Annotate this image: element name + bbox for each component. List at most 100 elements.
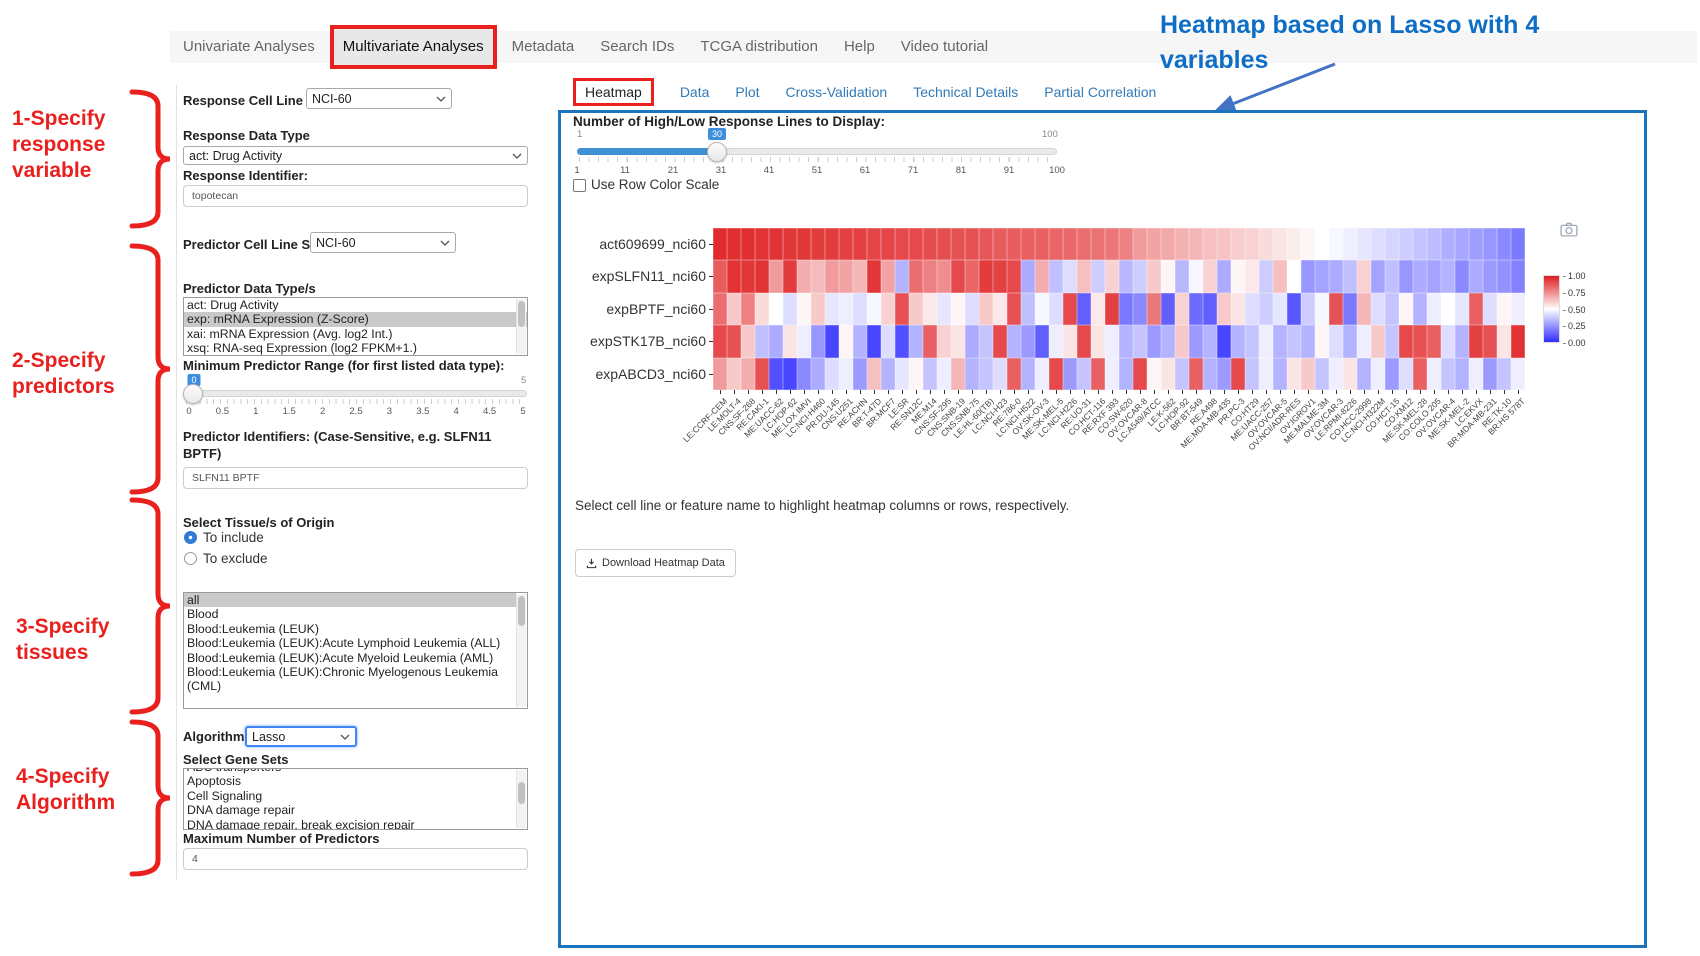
- min-predictor-range-slider-handle[interactable]: [183, 384, 203, 404]
- heatmap-cell[interactable]: [1203, 325, 1217, 358]
- heatmap-cell[interactable]: [1119, 260, 1133, 293]
- heatmap-cell[interactable]: [1203, 228, 1217, 261]
- heatmap-cell[interactable]: [993, 228, 1007, 261]
- heatmap-cell[interactable]: [1469, 325, 1483, 358]
- heatmap-cell[interactable]: [797, 292, 811, 326]
- heatmap-cell[interactable]: [993, 292, 1007, 326]
- heatmap-cell[interactable]: [1413, 260, 1427, 293]
- heatmap-cell[interactable]: [1007, 260, 1021, 293]
- heatmap-cell[interactable]: [797, 228, 811, 261]
- heatmap-cell[interactable]: [811, 292, 825, 326]
- heatmap-cell[interactable]: [1329, 292, 1343, 326]
- heatmap-cell[interactable]: [1343, 260, 1357, 293]
- heatmap-cell[interactable]: [1259, 357, 1273, 390]
- heatmap-cell[interactable]: [909, 292, 923, 326]
- heatmap-cell[interactable]: [1231, 292, 1245, 326]
- scrollbar-thumb[interactable]: [518, 301, 525, 327]
- heatmap-cell[interactable]: [853, 260, 867, 293]
- heatmap-cell[interactable]: [1217, 292, 1231, 326]
- heatmap-cell[interactable]: [1427, 260, 1441, 293]
- heatmap-cell[interactable]: [727, 357, 741, 390]
- heatmap-cell[interactable]: [1077, 325, 1091, 358]
- heatmap-cell[interactable]: [825, 325, 839, 358]
- heatmap-cell[interactable]: [1105, 357, 1119, 390]
- heatmap-cell[interactable]: [1035, 292, 1049, 326]
- heatmap-cell[interactable]: [1357, 260, 1371, 293]
- heatmap-cell[interactable]: [1007, 325, 1021, 358]
- heatmap-cell[interactable]: [1203, 260, 1217, 293]
- heatmap-cell[interactable]: [1259, 292, 1273, 326]
- heatmap-cell[interactable]: [1063, 292, 1077, 326]
- tissue-include-label[interactable]: To include: [203, 530, 264, 545]
- heatmap-cell[interactable]: [1217, 357, 1231, 390]
- scrollbar[interactable]: [516, 299, 526, 354]
- heatmap-cell[interactable]: [1231, 260, 1245, 293]
- heatmap-cell[interactable]: [923, 260, 937, 293]
- heatmap-cell[interactable]: [713, 325, 727, 358]
- heatmap-cell[interactable]: [1007, 228, 1021, 261]
- min-predictor-range-slider-track[interactable]: [183, 390, 527, 397]
- heatmap-cell[interactable]: [1441, 325, 1455, 358]
- heatmap-row-label[interactable]: expSTK17B_nci60: [540, 325, 714, 357]
- heatmap-cell[interactable]: [1273, 228, 1287, 261]
- heatmap-cell[interactable]: [1483, 292, 1497, 326]
- download-heatmap-data-button[interactable]: Download Heatmap Data: [575, 549, 736, 577]
- heatmap-cell[interactable]: [1189, 292, 1203, 326]
- tab-heatmap[interactable]: Heatmap: [573, 78, 654, 106]
- heatmap-cell[interactable]: [783, 228, 797, 261]
- heatmap-cell[interactable]: [1301, 292, 1315, 326]
- heatmap-cell[interactable]: [1399, 228, 1413, 261]
- predictor-cell-line-set-select[interactable]: NCI-60: [310, 232, 456, 253]
- heatmap-cell[interactable]: [1133, 325, 1147, 358]
- heatmap-cell[interactable]: [881, 292, 895, 326]
- heatmap-cell[interactable]: [1161, 325, 1175, 358]
- heatmap-cell[interactable]: [1049, 228, 1063, 261]
- heatmap-cell[interactable]: [1427, 325, 1441, 358]
- heatmap-cell[interactable]: [1413, 228, 1427, 261]
- heatmap-cell[interactable]: [993, 260, 1007, 293]
- heatmap-cell[interactable]: [853, 357, 867, 390]
- heatmap-cell[interactable]: [1441, 357, 1455, 390]
- heatmap-cell[interactable]: [993, 325, 1007, 358]
- heatmap-cell[interactable]: [937, 357, 951, 390]
- tissue-exclude-label[interactable]: To exclude: [203, 551, 268, 566]
- heatmap-cell[interactable]: [1049, 292, 1063, 326]
- heatmap-cell[interactable]: [1497, 260, 1511, 293]
- nav-multivariate-analyses[interactable]: Multivariate Analyses: [329, 25, 497, 69]
- heatmap-cell[interactable]: [1119, 325, 1133, 358]
- list-option[interactable]: Blood:Leukemia (LEUK):Chronic Myelogenou…: [187, 665, 499, 694]
- heatmap-cell[interactable]: [1357, 228, 1371, 261]
- heatmap-cell[interactable]: [1147, 357, 1161, 390]
- heatmap-cell[interactable]: [1105, 228, 1119, 261]
- heatmap-cell[interactable]: [1315, 325, 1329, 358]
- heatmap-cell[interactable]: [1077, 357, 1091, 390]
- heatmap-cell[interactable]: [1231, 228, 1245, 261]
- heatmap-cell[interactable]: [1455, 357, 1469, 390]
- heatmap-cell[interactable]: [867, 228, 881, 261]
- heatmap-cell[interactable]: [1063, 228, 1077, 261]
- heatmap-cell[interactable]: [1455, 228, 1469, 261]
- heatmap-cell[interactable]: [755, 357, 769, 390]
- heatmap-cell[interactable]: [1357, 325, 1371, 358]
- heatmap-cell[interactable]: [923, 325, 937, 358]
- heatmap-cell[interactable]: [1413, 292, 1427, 326]
- scrollbar-thumb[interactable]: [518, 782, 525, 804]
- heatmap-cell[interactable]: [1483, 228, 1497, 261]
- heatmap-cell[interactable]: [1161, 357, 1175, 390]
- algorithm-select[interactable]: Lasso: [245, 726, 357, 747]
- heatmap-cell[interactable]: [713, 260, 727, 293]
- heatmap-cell[interactable]: [1497, 292, 1511, 326]
- heatmap-cell[interactable]: [909, 325, 923, 358]
- heatmap-cell[interactable]: [1091, 228, 1105, 261]
- heatmap-cell[interactable]: [1245, 325, 1259, 358]
- heatmap-cell[interactable]: [1133, 228, 1147, 261]
- heatmap-cell[interactable]: [923, 357, 937, 390]
- heatmap-cell[interactable]: [825, 260, 839, 293]
- heatmap-cell[interactable]: [1287, 325, 1301, 358]
- heatmap-cell[interactable]: [1273, 260, 1287, 293]
- nav-video-tutorial[interactable]: Video tutorial: [900, 38, 989, 55]
- tab-cross-validation[interactable]: Cross-Validation: [785, 84, 888, 100]
- heatmap-cell[interactable]: [937, 228, 951, 261]
- heatmap-cell[interactable]: [867, 325, 881, 358]
- heatmap-cell[interactable]: [1133, 292, 1147, 326]
